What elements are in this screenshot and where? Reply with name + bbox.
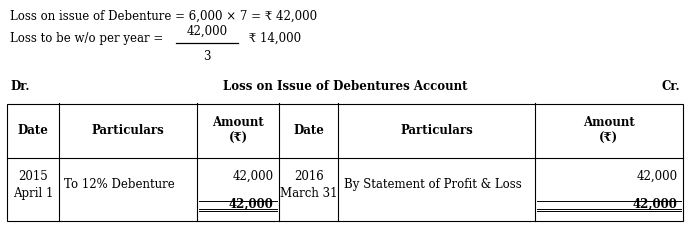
Text: Amount
(₹): Amount (₹) (583, 116, 635, 145)
Text: Date: Date (293, 124, 324, 137)
Text: Particulars: Particulars (91, 124, 164, 137)
Bar (7, 104, 683, 220)
Text: Dr.: Dr. (10, 80, 30, 93)
Text: 3: 3 (204, 50, 210, 63)
Text: To 12% Debenture: To 12% Debenture (64, 178, 175, 191)
Text: 42,000: 42,000 (229, 198, 274, 211)
Text: By Statement of Profit & Loss: By Statement of Profit & Loss (344, 178, 522, 191)
Text: Loss to be w/o per year =: Loss to be w/o per year = (10, 32, 168, 45)
Text: March 31: March 31 (280, 187, 337, 200)
Text: 2015: 2015 (18, 170, 48, 183)
Text: Particulars: Particulars (400, 124, 473, 137)
Text: 42,000: 42,000 (636, 170, 678, 183)
Text: 42,000: 42,000 (186, 25, 228, 38)
Text: Loss on issue of Debenture = 6,000 × 7 = ₹ 42,000: Loss on issue of Debenture = 6,000 × 7 =… (10, 10, 317, 23)
Text: Cr.: Cr. (661, 80, 680, 93)
Text: 2016: 2016 (294, 170, 324, 183)
Text: Date: Date (17, 124, 48, 137)
Text: ₹ 14,000: ₹ 14,000 (245, 32, 301, 45)
Text: Loss on Issue of Debentures Account: Loss on Issue of Debentures Account (223, 80, 467, 93)
Text: Amount
(₹): Amount (₹) (213, 116, 264, 145)
Text: 42,000: 42,000 (633, 198, 678, 211)
Text: April 1: April 1 (12, 187, 53, 200)
Text: 42,000: 42,000 (233, 170, 274, 183)
